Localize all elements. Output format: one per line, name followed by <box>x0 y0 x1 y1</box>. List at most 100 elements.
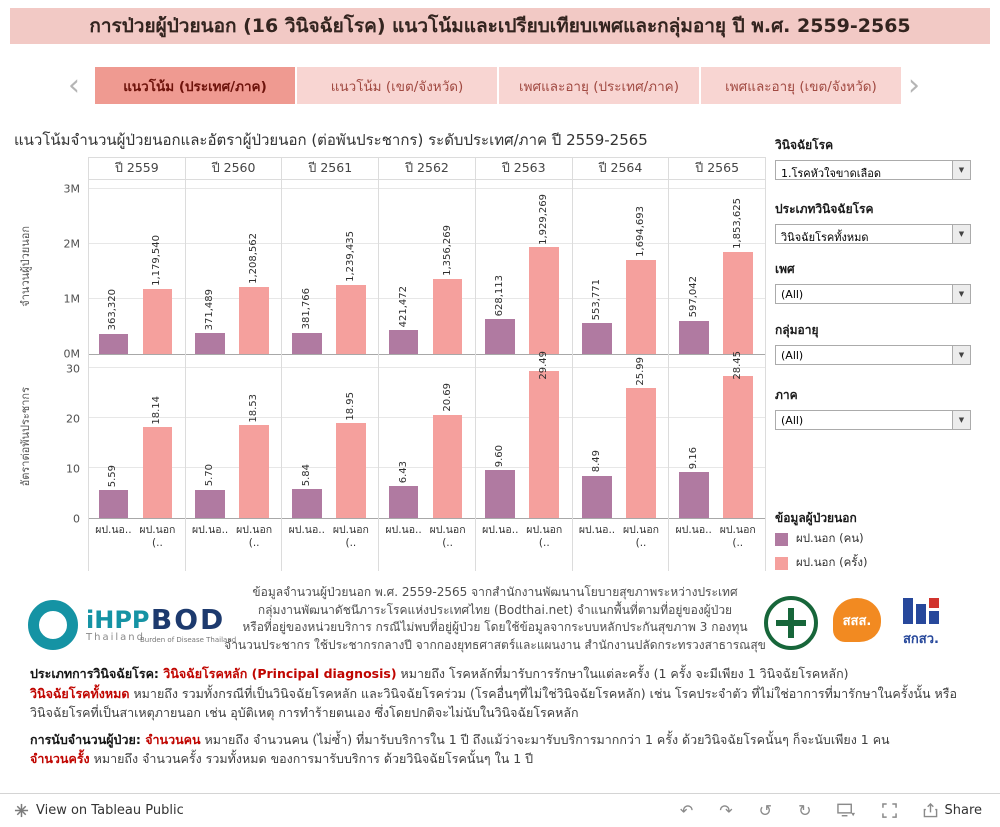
bar-visits[interactable] <box>626 260 656 354</box>
bar-value-label: 1,239,435 <box>344 231 356 283</box>
gridline <box>379 242 475 244</box>
gridline <box>282 467 379 469</box>
undo-icon[interactable]: ↶ <box>679 801 694 820</box>
region-filter[interactable]: (All) ▼ <box>775 410 971 430</box>
year-column: ปี 2561 381,766 1,239,435 5.84 18.95 ผป.นอ.. ผ… <box>282 158 380 571</box>
dropdown-caret-icon[interactable]: ▼ <box>952 411 970 429</box>
bar-persons[interactable] <box>678 320 709 354</box>
bar-value-label: 371,489 <box>204 288 216 331</box>
dropdown-caret-icon[interactable]: ▼ <box>952 161 970 179</box>
redo-icon[interactable]: ↷ <box>719 801 733 820</box>
bar-visits[interactable] <box>626 388 656 519</box>
bar-visits[interactable] <box>722 375 753 519</box>
rate-panel: 5.70 18.53 <box>185 355 282 520</box>
bar-visits[interactable] <box>142 288 173 354</box>
bar-visits[interactable] <box>239 425 269 519</box>
bar-value-label: 421,472 <box>397 286 409 328</box>
bar-persons[interactable] <box>388 330 419 354</box>
gridline <box>379 367 475 369</box>
bar-persons[interactable] <box>195 333 225 354</box>
bar-persons[interactable] <box>195 489 225 519</box>
dropdown-caret-icon[interactable]: ▼ <box>952 225 970 243</box>
bod-logo: BOD Burden of Disease Thailand <box>140 606 236 645</box>
thaihealth-logo-text: สสส. <box>842 613 872 629</box>
moph-logo <box>764 596 818 650</box>
tabs-scroll-right-icon[interactable]: › <box>908 68 920 103</box>
age-group-filter-value: (All) <box>781 349 804 362</box>
bar-persons[interactable] <box>292 488 322 519</box>
bar-value-label: 1,208,562 <box>248 233 260 285</box>
fullscreen-icon[interactable] <box>882 803 898 818</box>
thaihealth-logo: สสส. <box>833 598 881 642</box>
bar-persons[interactable] <box>582 475 612 519</box>
x-axis-label: ผป.นอ.. <box>95 524 132 537</box>
y-tick-label: 0M <box>63 347 81 361</box>
tabs-scroll-left-icon[interactable]: ‹ <box>68 68 80 103</box>
tab-sex-age-country[interactable]: เพศและอายุ (ประเทศ/ภาค) <box>499 67 699 104</box>
bar-visits[interactable] <box>432 414 463 519</box>
gridline <box>185 297 282 299</box>
bar-persons[interactable] <box>678 472 709 519</box>
x-axis-label: ผป.นอก (.. <box>236 524 273 550</box>
ihpp-logo-text: iHPP <box>86 605 150 634</box>
dropdown-caret-icon[interactable]: ▼ <box>952 285 970 303</box>
tableau-logo-icon <box>14 803 29 818</box>
bar-value-label: 9.60 <box>494 444 506 468</box>
legend-item[interactable]: ผป.นอก (คน) <box>775 530 987 548</box>
tab-trend-country[interactable]: แนวโน้ม (ประเทศ/ภาค) <box>95 67 295 104</box>
bar-persons[interactable] <box>485 470 516 519</box>
gridline <box>572 417 669 419</box>
count-panel: 597,042 1,853,625 <box>669 180 766 355</box>
gridline <box>282 367 379 369</box>
source-line: กลุ่มงานพัฒนาดัชนีภาระโรคแห่งประเทศไทย (… <box>257 602 733 617</box>
legend-label: ผป.นอก (คน) <box>796 531 864 545</box>
bar-persons[interactable] <box>98 333 129 354</box>
share-button[interactable]: Share <box>923 803 982 818</box>
bar-persons[interactable] <box>292 332 322 354</box>
gridline <box>669 242 766 244</box>
diagnosis-type-filter-label: ประเภทวินิจฉัยโรค <box>775 202 874 216</box>
age-group-filter[interactable]: (All) ▼ <box>775 345 971 365</box>
tab-bar: แนวโน้ม (ประเทศ/ภาค) แนวโน้ม (เขต/จังหวัด… <box>95 67 901 104</box>
bar-persons[interactable] <box>98 490 129 519</box>
bar-visits[interactable] <box>432 278 463 354</box>
x-axis-label: ผป.นอก (.. <box>139 524 176 550</box>
diagnosis-type-filter[interactable]: วินิจฉัยโรคทั้งหมด ▼ <box>775 224 971 244</box>
view-on-tableau-link[interactable]: View on Tableau Public <box>14 803 184 818</box>
bar-persons[interactable] <box>388 485 419 519</box>
toolbar-icons: ↶ ↷ ↺ ↻ Share <box>680 801 982 820</box>
sex-filter[interactable]: (All) ▼ <box>775 284 971 304</box>
reset-icon[interactable]: ↺ <box>758 801 773 820</box>
legend-item[interactable]: ผป.นอก (ครั้ง) <box>775 554 987 572</box>
year-header: ปี 2560 <box>185 158 282 180</box>
gridline <box>669 297 766 299</box>
bar-value-label: 1,179,540 <box>151 234 163 286</box>
ihpp-logo-icon <box>28 600 78 650</box>
gridline <box>572 367 669 369</box>
gridline <box>379 187 475 189</box>
tab-sex-age-province[interactable]: เพศและอายุ (เขต/จังหวัด) <box>701 67 901 104</box>
bar-persons[interactable] <box>485 319 516 354</box>
gridline <box>475 417 572 419</box>
bar-persons[interactable] <box>582 323 612 354</box>
x-axis-label: ผป.นอ.. <box>288 524 325 537</box>
bar-visits[interactable] <box>722 251 753 354</box>
bar-visits[interactable] <box>529 370 560 519</box>
rate-panel: 9.60 29.49 <box>475 351 572 520</box>
gridline <box>475 367 572 369</box>
refresh-icon[interactable]: ↻ <box>798 801 812 820</box>
bar-value-label: 1,694,693 <box>635 206 647 258</box>
device-preview-icon[interactable] <box>837 803 856 818</box>
bar-visits[interactable] <box>336 285 366 354</box>
x-axis-label: ผป.นอก (.. <box>429 524 466 550</box>
bar-visits[interactable] <box>336 423 366 519</box>
dropdown-caret-icon[interactable]: ▼ <box>952 346 970 364</box>
diagnosis-filter[interactable]: 1.โรคหัวใจขาดเลือด ▼ <box>775 160 971 180</box>
bar-visits[interactable] <box>239 287 269 354</box>
bar-visits[interactable] <box>529 247 560 354</box>
bar-visits[interactable] <box>142 427 173 519</box>
x-axis-label: ผป.นอ.. <box>191 524 229 537</box>
tab-trend-province[interactable]: แนวโน้ม (เขต/จังหวัด) <box>297 67 497 104</box>
diagnosis-filter-label: วินิจฉัยโรค <box>775 138 834 152</box>
year-column: ปี 2565 597,042 1,853,625 9.16 28.45 ผป.นอ.. ผ… <box>669 158 767 571</box>
